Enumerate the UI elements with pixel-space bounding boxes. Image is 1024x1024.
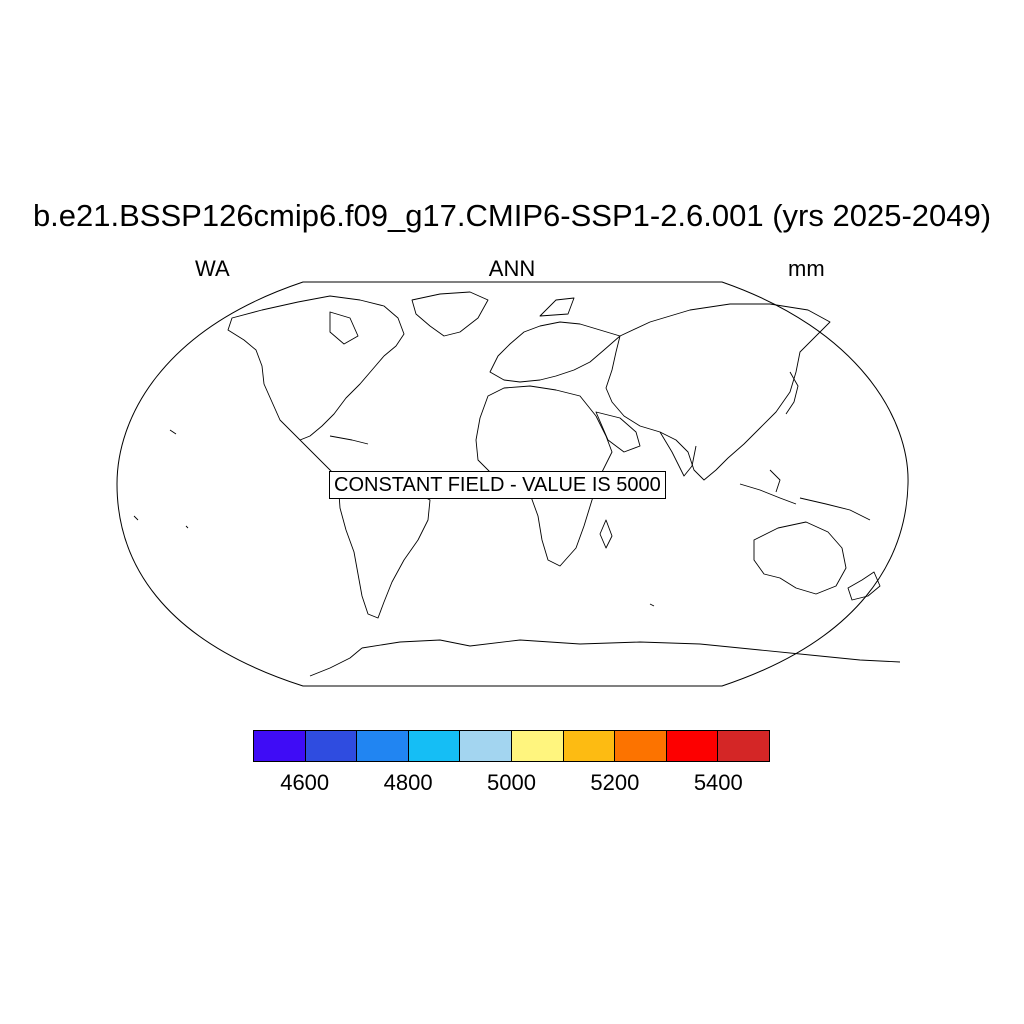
colorbar-box xyxy=(408,731,461,761)
plot-title: b.e21.BSSP126cmip6.f09_g17.CMIP6-SSP1-2.… xyxy=(32,198,992,233)
colorbar-box xyxy=(563,731,616,761)
colorbar-box xyxy=(666,731,719,761)
colorbar-tick-label: 5200 xyxy=(590,770,640,795)
colorbar-tick-label: 5000 xyxy=(487,770,536,795)
colorbar-tick-label: 4600 xyxy=(280,770,330,795)
colorbar xyxy=(253,730,770,762)
colorbar-box xyxy=(511,731,564,761)
colorbar-box xyxy=(718,731,769,761)
colorbar-box xyxy=(615,731,667,761)
colorbar-box xyxy=(254,731,306,761)
colorbar-box xyxy=(460,731,512,761)
variable-label: WA xyxy=(195,256,230,281)
season-label: ANN xyxy=(488,256,536,281)
coastlines xyxy=(133,291,901,677)
colorbar-box xyxy=(305,731,358,761)
colorbar-tick-label: 4800 xyxy=(383,770,433,795)
constant-field-notice: CONSTANT FIELD - VALUE IS 5000 xyxy=(329,471,666,499)
colorbar-tick-label: 5400 xyxy=(693,770,743,795)
colorbar-box xyxy=(357,731,409,761)
units-label: mm xyxy=(788,256,825,281)
